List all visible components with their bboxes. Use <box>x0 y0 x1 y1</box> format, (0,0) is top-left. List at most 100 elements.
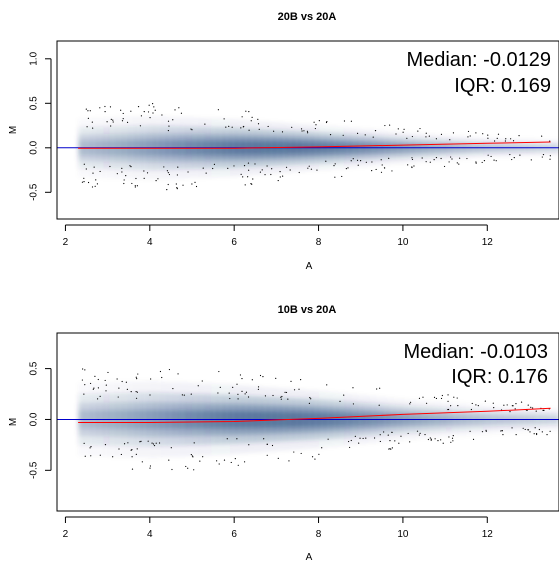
outlier-point <box>329 134 332 136</box>
outlier-point <box>228 392 230 394</box>
outlier-point <box>529 431 531 433</box>
x-axis-label: A <box>306 261 313 272</box>
outlier-point <box>477 405 479 407</box>
outlier-point <box>440 439 442 441</box>
outlier-point <box>326 121 328 123</box>
outlier-point <box>543 409 545 411</box>
outlier-point <box>535 432 538 435</box>
outlier-point <box>257 118 259 120</box>
outlier-point <box>233 165 235 167</box>
outlier-point <box>310 168 313 170</box>
outlier-point <box>191 183 193 185</box>
outlier-point <box>136 448 138 450</box>
outlier-point <box>168 173 171 176</box>
outlier-point <box>166 170 169 172</box>
median-label: Median: -0.0103 <box>403 341 548 363</box>
outlier-point <box>112 119 114 121</box>
outlier-point <box>232 386 234 388</box>
outlier-point <box>515 403 517 405</box>
outlier-point <box>217 392 219 394</box>
density-layer <box>57 103 559 191</box>
outlier-point <box>379 387 381 389</box>
outlier-point <box>147 440 149 442</box>
outlier-point <box>447 394 449 396</box>
outlier-point <box>524 428 526 431</box>
outlier-point <box>303 130 305 132</box>
outlier-point <box>254 163 256 165</box>
outlier-point <box>147 111 150 113</box>
outlier-point <box>475 161 477 163</box>
outlier-point <box>97 378 99 381</box>
outlier-point <box>242 176 244 178</box>
outlier-point <box>307 132 309 134</box>
x-tick-label: 6 <box>231 529 237 540</box>
outlier-point <box>121 120 124 122</box>
outlier-point <box>509 153 511 156</box>
outlier-point <box>481 161 483 164</box>
outlier-point <box>237 464 239 466</box>
outlier-point <box>167 172 170 174</box>
outlier-point <box>379 440 381 443</box>
outlier-point <box>549 430 551 432</box>
outlier-point <box>199 460 201 462</box>
outlier-point <box>450 156 452 158</box>
outlier-point <box>282 175 284 177</box>
outlier-point <box>94 375 96 377</box>
outlier-point <box>527 404 529 406</box>
outlier-point <box>378 404 380 406</box>
outlier-point <box>388 448 390 450</box>
panel-10b-vs-20a: 10B vs 20A Median: -0.0103 IQR: 0.176 2 4… <box>8 304 559 563</box>
outlier-point <box>99 170 101 173</box>
outlier-point <box>134 185 136 187</box>
outlier-point <box>137 373 139 375</box>
outlier-point <box>277 457 279 459</box>
outlier-point <box>467 130 470 133</box>
loess-curve <box>78 141 551 149</box>
outlier-point <box>92 388 94 390</box>
outlier-point <box>110 125 112 127</box>
outlier-point <box>391 447 393 449</box>
outlier-point <box>326 384 328 386</box>
outlier-point <box>352 158 354 160</box>
outlier-point <box>487 134 489 136</box>
outlier-point <box>99 107 101 109</box>
outlier-point <box>542 409 544 411</box>
outlier-point <box>342 134 344 136</box>
outlier-point <box>421 157 423 159</box>
outlier-point <box>218 370 220 373</box>
outlier-point <box>360 160 362 162</box>
outlier-point <box>501 430 503 432</box>
outlier-point <box>417 130 419 132</box>
outlier-point <box>180 112 183 114</box>
outlier-point <box>242 126 244 128</box>
outlier-point <box>150 378 152 380</box>
outlier-point <box>258 128 260 130</box>
outlier-point <box>511 158 513 161</box>
outlier-point <box>130 110 132 112</box>
outlier-point <box>143 170 145 172</box>
outlier-point <box>425 132 427 134</box>
outlier-point <box>177 373 179 375</box>
outlier-point <box>409 403 411 405</box>
outlier-point <box>244 184 246 186</box>
panel-20b-vs-20a: 20B vs 20A Median: -0.0129 IQR: 0.169 2 4… <box>8 11 559 272</box>
outlier-point <box>266 165 268 167</box>
outlier-point <box>530 406 532 409</box>
x-tick-label: 4 <box>147 529 153 540</box>
outlier-point <box>398 442 400 444</box>
y-tick-label: 0.5 <box>29 96 40 110</box>
outlier-point <box>137 106 140 108</box>
outlier-point <box>447 400 449 402</box>
outlier-point <box>136 391 138 393</box>
outlier-point <box>87 110 89 112</box>
outlier-point <box>308 402 310 404</box>
outlier-point <box>379 434 381 436</box>
outlier-point <box>275 377 277 379</box>
outlier-point <box>190 128 192 130</box>
outlier-point <box>373 437 376 439</box>
outlier-point <box>240 173 242 175</box>
outlier-point <box>250 120 252 122</box>
outlier-point <box>301 130 303 132</box>
outlier-point <box>435 397 438 400</box>
outlier-point <box>120 109 122 111</box>
